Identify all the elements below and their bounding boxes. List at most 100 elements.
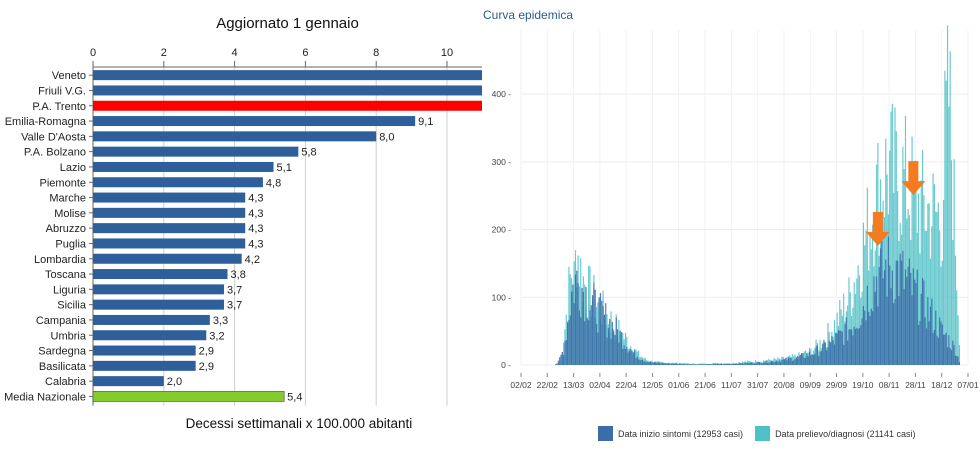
daily-bar bbox=[594, 289, 596, 365]
daily-bar bbox=[665, 363, 667, 365]
daily-bar bbox=[952, 340, 954, 365]
daily-bar bbox=[691, 363, 694, 365]
bar bbox=[93, 299, 224, 310]
daily-bar bbox=[765, 360, 767, 365]
daily-bar bbox=[874, 291, 876, 365]
daily-bar bbox=[766, 360, 769, 365]
daily-bar bbox=[647, 361, 649, 365]
category-label: Lombardia bbox=[34, 254, 87, 266]
daily-bar bbox=[628, 350, 630, 365]
daily-bar bbox=[856, 327, 858, 365]
daily-bar bbox=[833, 319, 836, 365]
daily-bar bbox=[657, 362, 659, 365]
daily-bar bbox=[766, 362, 769, 365]
daily-bar bbox=[649, 361, 652, 365]
daily-bar bbox=[877, 142, 879, 365]
data-label: 2,9 bbox=[199, 346, 214, 358]
daily-bar bbox=[586, 318, 588, 365]
daily-bar bbox=[664, 362, 666, 365]
daily-bar bbox=[935, 310, 937, 365]
arrow-annotation bbox=[901, 161, 926, 196]
data-label: 3,2 bbox=[209, 330, 224, 342]
daily-bar bbox=[799, 354, 801, 365]
daily-bar bbox=[891, 270, 893, 365]
daily-bar bbox=[803, 357, 805, 365]
daily-bar bbox=[897, 260, 899, 365]
category-label: Umbria bbox=[51, 330, 87, 342]
daily-bar bbox=[638, 350, 640, 365]
daily-bar bbox=[873, 276, 875, 365]
x-tick-label: 22/02 bbox=[537, 380, 559, 390]
daily-bar bbox=[798, 356, 800, 365]
daily-bar bbox=[743, 362, 745, 365]
category-label: Toscana bbox=[45, 269, 87, 281]
right-chart-legend: Data inizio sintomi (12953 casi) Data pr… bbox=[598, 426, 927, 441]
left-chart-title: Aggiornato 1 gennaio bbox=[216, 15, 359, 32]
data-label: 5,8 bbox=[301, 147, 316, 159]
x-tick-label: 28/11 bbox=[905, 380, 926, 390]
daily-bar bbox=[684, 362, 686, 365]
daily-bar bbox=[720, 363, 723, 365]
daily-bar bbox=[755, 360, 757, 365]
daily-bar bbox=[676, 363, 678, 365]
daily-bar bbox=[702, 364, 704, 365]
daily-bar bbox=[944, 70, 946, 365]
daily-bar bbox=[722, 364, 724, 365]
daily-bar bbox=[789, 358, 791, 365]
series-symptoms bbox=[555, 236, 960, 365]
right-chart-title: Curva epidemica bbox=[483, 8, 574, 22]
daily-bar bbox=[627, 352, 629, 365]
data-label: 3,7 bbox=[227, 284, 242, 296]
category-label: Emilia-Romagna bbox=[5, 116, 87, 128]
daily-bar bbox=[660, 363, 662, 365]
category-label: Sardegna bbox=[38, 346, 87, 358]
daily-bar bbox=[857, 328, 859, 365]
daily-bar bbox=[714, 363, 716, 365]
daily-bar bbox=[661, 362, 663, 365]
legend-swatch-diagnosis bbox=[755, 426, 771, 441]
daily-bar bbox=[916, 269, 918, 365]
bar bbox=[93, 223, 246, 234]
daily-bar bbox=[773, 362, 775, 365]
daily-bar bbox=[716, 363, 719, 365]
daily-bar bbox=[914, 279, 916, 365]
daily-bar bbox=[844, 324, 846, 365]
bar bbox=[93, 360, 196, 371]
legend-item-diagnosis: Data prelievo/diagnosi (21141 casi) bbox=[755, 426, 915, 441]
daily-bar bbox=[866, 187, 868, 365]
daily-bar bbox=[814, 353, 816, 365]
daily-bar bbox=[958, 362, 960, 365]
daily-bar bbox=[710, 364, 712, 365]
daily-bar bbox=[847, 340, 849, 365]
daily-bar bbox=[684, 364, 686, 365]
daily-bar bbox=[840, 330, 842, 365]
daily-bar bbox=[811, 354, 813, 365]
daily-bar bbox=[862, 306, 865, 365]
data-label: 4,3 bbox=[248, 223, 263, 235]
bar bbox=[93, 70, 482, 81]
x-tick-label: 2 bbox=[161, 47, 167, 59]
category-label: P.A. Trento bbox=[32, 101, 86, 113]
x-tick-label: 29/09 bbox=[826, 380, 848, 390]
daily-bar bbox=[939, 317, 941, 365]
daily-bar bbox=[597, 332, 599, 365]
daily-bar bbox=[718, 363, 720, 365]
daily-bar bbox=[815, 346, 817, 365]
daily-bar bbox=[940, 321, 942, 365]
daily-bar bbox=[643, 361, 645, 365]
daily-bar bbox=[886, 174, 888, 365]
daily-bar bbox=[832, 340, 834, 365]
daily-bar bbox=[837, 330, 840, 365]
daily-bar bbox=[918, 324, 920, 365]
daily-bar bbox=[843, 293, 845, 365]
daily-bar bbox=[681, 363, 683, 365]
daily-bar bbox=[778, 360, 780, 365]
data-label: 2,0 bbox=[167, 376, 182, 388]
category-label: Veneto bbox=[52, 70, 86, 82]
daily-bar bbox=[602, 306, 604, 365]
daily-bar bbox=[912, 268, 914, 365]
daily-bar bbox=[690, 364, 692, 365]
category-label: Liguria bbox=[53, 284, 87, 296]
daily-bar bbox=[777, 357, 779, 365]
daily-bar bbox=[827, 347, 829, 365]
